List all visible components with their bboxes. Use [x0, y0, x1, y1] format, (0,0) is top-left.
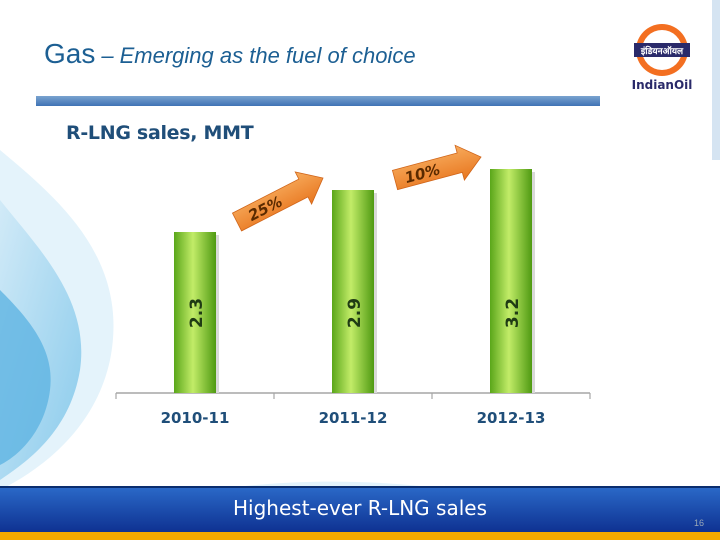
- logo-band-text: इंडियनऑयल: [640, 45, 684, 57]
- footer-bar: [0, 486, 720, 534]
- slide-number: 16: [694, 518, 705, 528]
- logo-wordmark: IndianOil: [631, 78, 693, 92]
- category-label-2012-13: 2012-13: [477, 409, 546, 427]
- growth-arrow-25%: 25%: [231, 171, 324, 232]
- growth-arrow-10%: 10%: [391, 144, 482, 191]
- data-label-2010-11: 2.3: [187, 298, 207, 328]
- bar-2011-12: [332, 190, 374, 393]
- chart-title: R-LNG sales, MMT: [66, 122, 254, 144]
- data-label-2011-12: 2.9: [345, 298, 365, 328]
- title-separator: –: [101, 43, 114, 68]
- arrow-shape: [391, 144, 482, 191]
- footer-caption: Highest-ever R-LNG sales: [233, 496, 487, 520]
- title-subtitle: Emerging as the fuel of choice: [119, 43, 416, 68]
- title-underline-bar: [36, 96, 600, 106]
- category-label-2010-11: 2010-11: [161, 409, 230, 427]
- bar-2012-13: [490, 169, 532, 393]
- title-main: Gas: [44, 38, 96, 69]
- footer-accent: [0, 532, 720, 540]
- bar-2010-11: [174, 232, 216, 393]
- arrow-shape: [231, 171, 324, 232]
- category-label-2011-12: 2011-12: [319, 409, 388, 427]
- slide-title: Gas – Emerging as the fuel of choice: [44, 38, 416, 70]
- data-label-2012-13: 3.2: [503, 298, 523, 328]
- indianoil-logo: इंडियनऑयल: [634, 24, 690, 76]
